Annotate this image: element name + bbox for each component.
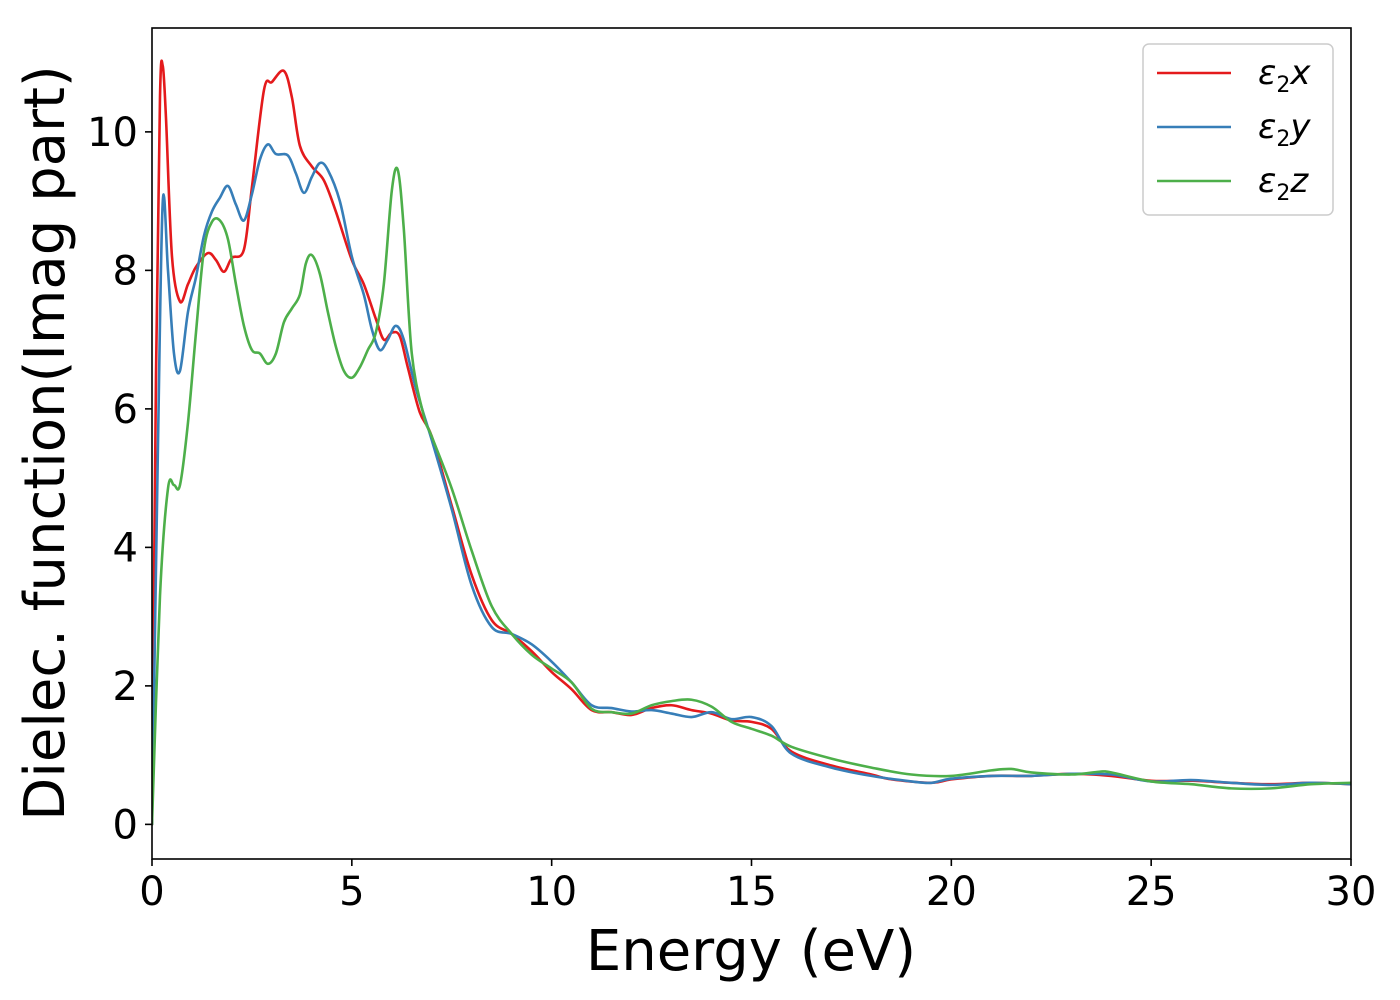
x-tick-label: 5	[339, 869, 364, 915]
x-tick-label: 15	[726, 869, 777, 915]
x-tick-label: 30	[1326, 869, 1377, 915]
x-axis-label: Energy (eV)	[586, 919, 916, 984]
legend-subscript: 2	[1276, 181, 1290, 206]
y-tick-label: 4	[113, 525, 138, 571]
legend-subscript: 2	[1276, 127, 1290, 152]
legend-subscript: 2	[1276, 73, 1290, 98]
series-line-y	[152, 143, 1351, 826]
legend-label-x: ε2x	[1258, 53, 1311, 98]
x-tick-label: 25	[1126, 869, 1177, 915]
x-tick-label: 10	[526, 869, 577, 915]
x-tick-label: 20	[926, 869, 977, 915]
legend-component: x	[1289, 53, 1311, 93]
legend-epsilon: ε	[1258, 107, 1276, 147]
y-tick-label: 8	[113, 248, 138, 294]
y-axis-ticks: 0 2 4 6 8 10	[87, 110, 152, 848]
y-tick-label: 10	[87, 110, 138, 156]
legend-component: z	[1289, 161, 1309, 201]
legend-label-z: ε2z	[1258, 161, 1309, 206]
series-line-z	[152, 166, 1351, 826]
y-tick-label: 6	[113, 387, 138, 433]
series-layer	[152, 59, 1351, 826]
legend-epsilon: ε	[1258, 161, 1276, 201]
y-tick-label: 0	[113, 802, 138, 848]
y-axis-label: Dielec. function(Imag part)	[13, 65, 78, 821]
legend-box	[1142, 43, 1334, 216]
y-tick-label: 2	[113, 664, 138, 710]
x-axis-ticks: 0 5 10 15 20 25 30	[139, 859, 1376, 915]
legend-epsilon: ε	[1258, 53, 1276, 93]
x-tick-label: 0	[139, 869, 164, 915]
legend-component: y	[1289, 107, 1311, 147]
legend-label-y: ε2y	[1258, 107, 1311, 152]
